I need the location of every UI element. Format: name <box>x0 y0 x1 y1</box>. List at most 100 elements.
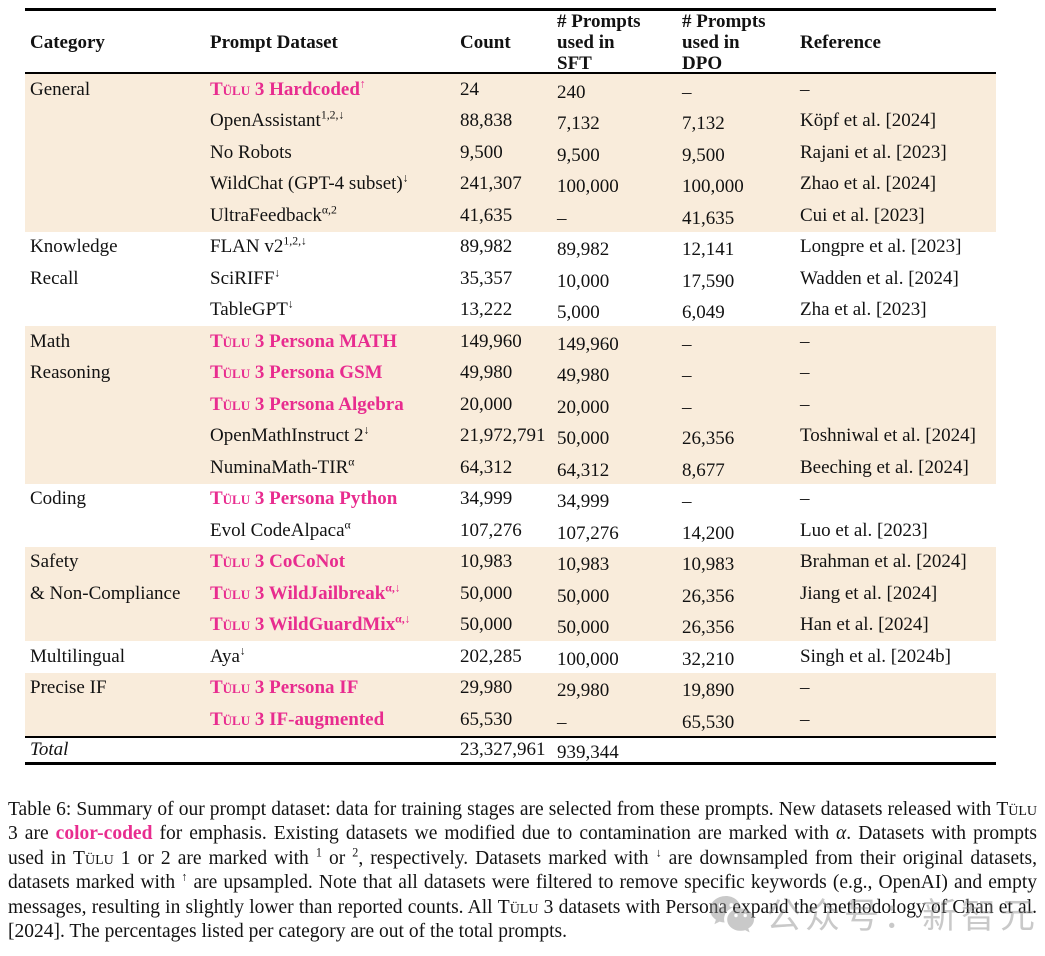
category-cell: Math <box>30 330 71 352</box>
table-row: Knowledge FLAN v21,2,↓ 89,982 89,982 12,141 L… <box>25 231 996 263</box>
total-sft: 939,344 <box>557 741 619 763</box>
dpo-cell: – <box>682 491 692 513</box>
dpo-cell: – <box>682 365 692 387</box>
count-cell: 21,972,791 <box>460 425 546 447</box>
sft-cell: 9,500 <box>557 144 600 166</box>
sft-cell: – <box>557 207 567 229</box>
dataset-cell: OpenAssistant1,2,↓ <box>210 108 345 132</box>
count-cell: 202,285 <box>460 645 522 667</box>
count-cell: 29,980 <box>460 677 513 699</box>
prompt-dataset-table: Category Prompt Dataset Count # Prompts use… <box>25 8 996 765</box>
category-cell: General <box>30 78 91 100</box>
table-row: Tülu 3 IF-augmented 65,530 – 65,530 – <box>25 704 996 736</box>
dataset-cell: Tülu 3 Persona GSM <box>210 362 383 384</box>
count-cell: 65,530 <box>460 708 513 730</box>
reference-cell: Toshniwal et al. [2024] <box>800 425 976 447</box>
dpo-cell: 32,210 <box>682 648 735 670</box>
sft-cell: 50,000 <box>557 428 610 450</box>
total-label: Total <box>30 738 69 760</box>
dataset-cell: WildChat (GPT-4 subset)↓ <box>210 171 409 195</box>
column-header-reference: Reference <box>800 32 881 53</box>
dpo-cell: 26,356 <box>682 428 735 450</box>
count-cell: 149,960 <box>460 330 522 352</box>
dpo-cell: 100,000 <box>682 176 744 198</box>
table-row: WildChat (GPT-4 subset)↓ 241,307 100,000 10… <box>25 168 996 200</box>
sft-cell: 50,000 <box>557 585 610 607</box>
count-cell: 20,000 <box>460 393 513 415</box>
dataset-cell: OpenMathInstruct 2↓ <box>210 423 370 447</box>
dataset-cell: Tülu 3 Persona Algebra <box>210 393 404 415</box>
dataset-cell: Tülu 3 Persona MATH <box>210 330 398 352</box>
dpo-cell: 7,132 <box>682 113 725 135</box>
dpo-cell: 65,530 <box>682 711 735 733</box>
sft-cell: 7,132 <box>557 113 600 135</box>
reference-cell: – <box>800 78 810 100</box>
table-row: OpenMathInstruct 2↓ 21,972,791 50,000 26,35… <box>25 420 996 452</box>
sft-cell: 240 <box>557 81 586 103</box>
dpo-cell: – <box>682 333 692 355</box>
reference-cell: Rajani et al. [2023] <box>800 141 947 163</box>
reference-cell: Zhao et al. [2024] <box>800 173 937 195</box>
dpo-cell: 10,983 <box>682 554 735 576</box>
sft-cell: 20,000 <box>557 396 610 418</box>
watermark-text: 公众号：新智元 <box>765 897 1039 937</box>
reference-cell: Longpre et al. [2023] <box>800 236 962 258</box>
wechat-watermark: 公众号：新智元 <box>708 888 1039 939</box>
sft-cell: 107,276 <box>557 522 619 544</box>
count-cell: 241,307 <box>460 173 522 195</box>
column-header-category: Category <box>30 32 105 53</box>
table-row: Coding Tülu 3 Persona Python 34,999 34,999 –… <box>25 483 996 515</box>
table-row: Multilingual Aya↓ 202,285 100,000 32,210 Sing… <box>25 641 996 673</box>
count-cell: 13,222 <box>460 299 513 321</box>
category-cell: Reasoning <box>30 362 111 384</box>
dataset-cell: Tülu 3 IF-augmented <box>210 708 385 730</box>
sft-cell: 64,312 <box>557 459 610 481</box>
dataset-cell: Tülu 3 Persona IF <box>210 677 359 699</box>
reference-cell: – <box>800 488 810 510</box>
count-cell: 34,999 <box>460 488 513 510</box>
dataset-cell: Evol CodeAlpacaα <box>210 518 351 541</box>
sft-cell: 89,982 <box>557 239 610 261</box>
reference-cell: Wadden et al. [2024] <box>800 267 959 289</box>
reference-cell: Singh et al. [2024b] <box>800 645 951 667</box>
table-row: No Robots 9,500 9,500 9,500 Rajani et al. [2… <box>25 137 996 169</box>
sft-cell: 49,980 <box>557 365 610 387</box>
table-row: & Non-Compliance Tülu 3 WildJailbreakα,↓ 5… <box>25 578 996 610</box>
column-header-count: Count <box>460 32 511 53</box>
table-row-total: Total 23,327,961 939,344 <box>25 735 996 765</box>
dpo-cell: 26,356 <box>682 617 735 639</box>
category-cell: Knowledge <box>30 236 118 258</box>
table-row: Precise IF Tülu 3 Persona IF 29,980 29,980 1… <box>25 672 996 704</box>
column-header-prompt-dataset: Prompt Dataset <box>210 32 338 53</box>
count-cell: 64,312 <box>460 456 513 478</box>
sft-cell: 5,000 <box>557 302 600 324</box>
category-cell: Recall <box>30 267 79 289</box>
sft-cell: 29,980 <box>557 680 610 702</box>
reference-cell: – <box>800 393 810 415</box>
dataset-cell: SciRIFF↓ <box>210 266 281 289</box>
count-cell: 50,000 <box>460 582 513 604</box>
category-cell: Multilingual <box>30 645 125 667</box>
category-cell: Precise IF <box>30 677 107 699</box>
count-cell: 49,980 <box>460 362 513 384</box>
reference-cell: Han et al. [2024] <box>800 614 929 636</box>
wechat-icon <box>708 894 756 934</box>
category-cell: Safety <box>30 551 79 573</box>
count-cell: 50,000 <box>460 614 513 636</box>
count-cell: 41,635 <box>460 204 513 226</box>
reference-cell: Beeching et al. [2024] <box>800 456 969 478</box>
sft-cell: 10,000 <box>557 270 610 292</box>
sft-cell: 100,000 <box>557 176 619 198</box>
dataset-cell: No Robots <box>210 141 292 163</box>
dpo-cell: 19,890 <box>682 680 735 702</box>
total-count: 23,327,961 <box>460 738 546 760</box>
count-cell: 9,500 <box>460 141 503 163</box>
dataset-cell: Tülu 3 WildGuardMixα,↓ <box>210 612 411 636</box>
count-cell: 89,982 <box>460 236 513 258</box>
dataset-cell: Tülu 3 WildJailbreakα,↓ <box>210 581 401 604</box>
dpo-cell: – <box>682 396 692 418</box>
dataset-cell: Aya↓ <box>210 644 246 667</box>
category-cell: & Non-Compliance <box>30 582 181 604</box>
count-cell: 10,983 <box>460 551 513 573</box>
table-row: NuminaMath-TIRα 64,312 64,312 8,677 Beeching… <box>25 452 996 484</box>
